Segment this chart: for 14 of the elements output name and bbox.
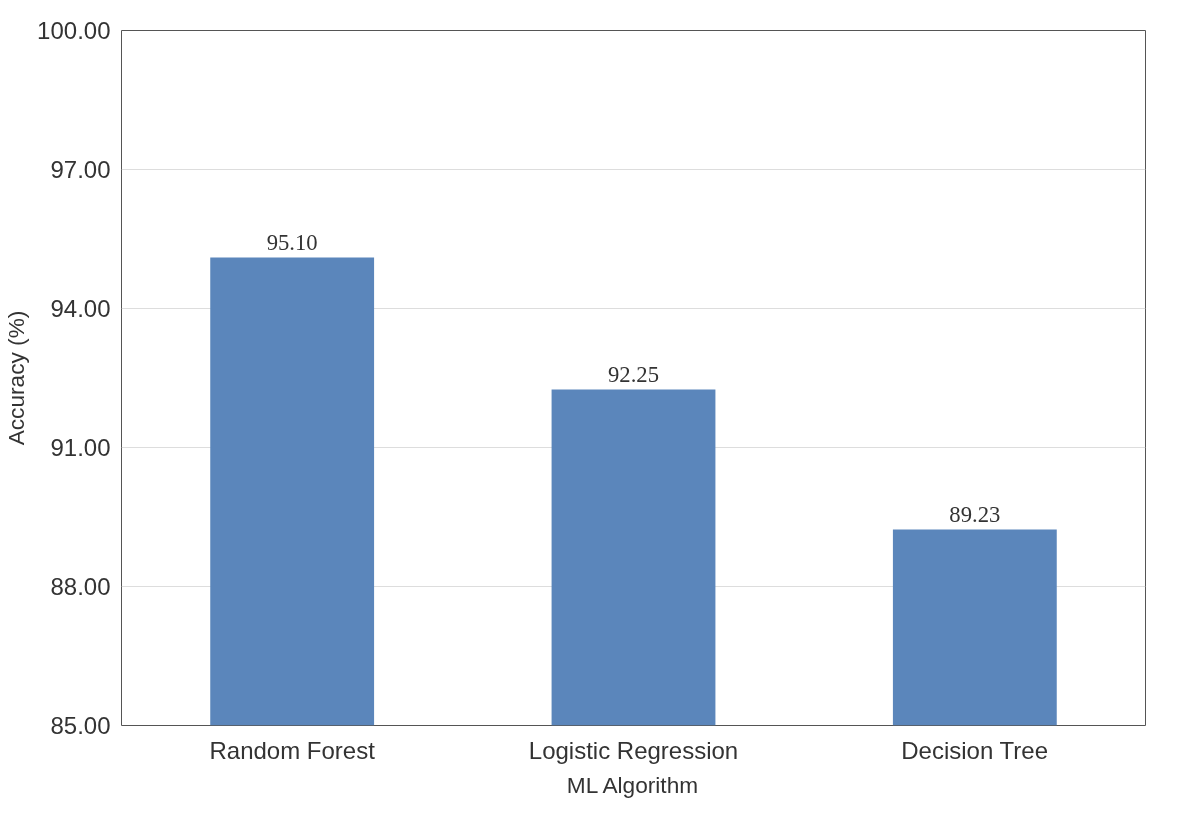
x-axis-title: ML Algorithm [566,771,699,798]
y-tick-label: 100.00 [37,17,111,44]
y-tick-label: 85.00 [50,712,111,739]
y-tick-label: 88.00 [50,573,111,600]
x-tick-label: Random Forest [209,736,376,764]
data-label: 89.23 [949,501,1001,527]
x-tick-label: Decision Tree [901,736,1048,764]
y-tick-label: 94.00 [50,295,111,322]
data-label: 92.25 [608,361,659,387]
data-label: 95.10 [266,229,318,255]
y-tick-label: 91.00 [50,434,111,461]
y-axis-title: Accuracy (%) [3,310,30,446]
x-tick-label: Logistic Regression [528,736,739,764]
y-tick-label: 97.00 [50,156,111,183]
